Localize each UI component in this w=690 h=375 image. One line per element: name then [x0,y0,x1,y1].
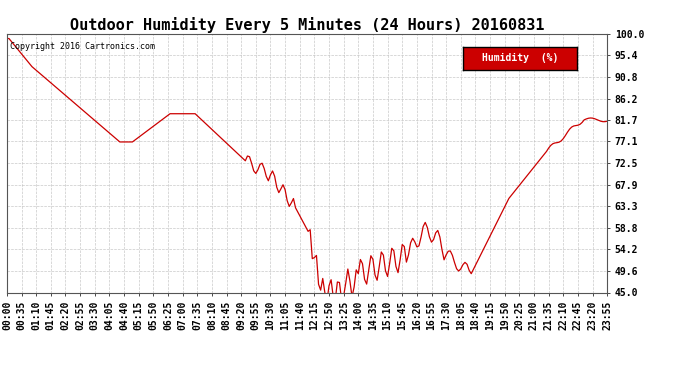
Title: Outdoor Humidity Every 5 Minutes (24 Hours) 20160831: Outdoor Humidity Every 5 Minutes (24 Hou… [70,16,544,33]
Text: Copyright 2016 Cartronics.com: Copyright 2016 Cartronics.com [10,42,155,51]
